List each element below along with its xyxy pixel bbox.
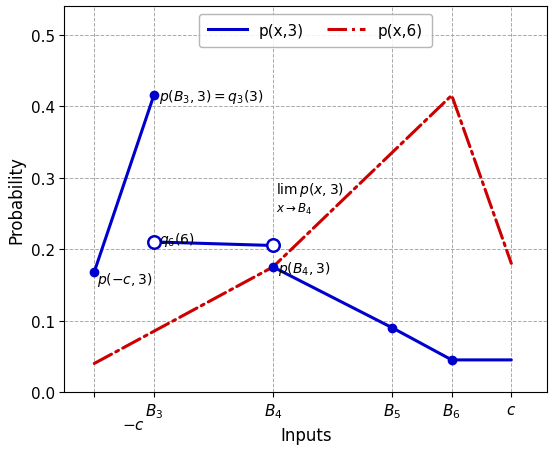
- Text: $p(B_4, 3)$: $p(B_4, 3)$: [278, 259, 330, 277]
- Y-axis label: Probability: Probability: [7, 156, 25, 244]
- X-axis label: Inputs: Inputs: [280, 426, 332, 444]
- Text: $q_6(6)$: $q_6(6)$: [158, 231, 194, 249]
- Text: $\lim\, p(x, 3)$: $\lim\, p(x, 3)$: [276, 181, 344, 199]
- Text: $p(-c, 3)$: $p(-c, 3)$: [96, 271, 152, 289]
- Legend: p(x,3), p(x,6): p(x,3), p(x,6): [199, 14, 432, 48]
- Text: $x \to B_4$: $x \to B_4$: [276, 202, 312, 216]
- Text: $-c$: $-c$: [122, 417, 145, 432]
- Text: $p(B_3, 3) = q_3(3)$: $p(B_3, 3) = q_3(3)$: [158, 88, 263, 106]
